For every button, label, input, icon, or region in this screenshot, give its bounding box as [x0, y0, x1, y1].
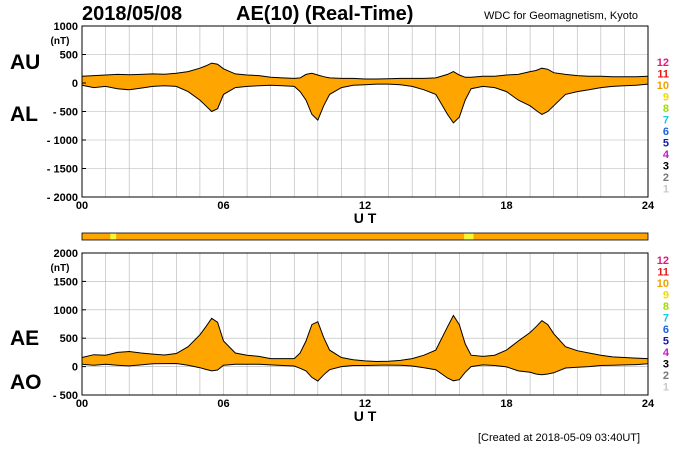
date-title: 2018/05/08	[82, 3, 183, 25]
quality-bar-highlight	[110, 233, 117, 240]
plot-border	[81, 252, 649, 396]
quality-scale-label: 2	[663, 172, 669, 184]
au-label: AU	[10, 51, 41, 74]
y-tick-label: 1000	[54, 21, 78, 33]
y-tick-label: - 2000	[47, 192, 78, 204]
y-tick-label: - 500	[53, 390, 78, 402]
y-tick-label: 2000	[54, 248, 78, 260]
series-line-ao	[81, 362, 649, 382]
y-tick-label: 500	[60, 50, 78, 62]
quality-scale-label: 3	[663, 161, 669, 173]
ae-label: AE	[10, 327, 40, 350]
quality-scale-label: 7	[663, 313, 669, 325]
quality-scale-label: 3	[663, 359, 669, 371]
quality-scale-label: 12	[657, 57, 669, 69]
x-tick-label: 24	[642, 398, 655, 410]
y-tick-label: 1500	[54, 276, 78, 288]
quality-scale-label: 6	[663, 126, 669, 138]
quality-scale-label: 10	[657, 80, 669, 92]
al-label: AL	[10, 103, 38, 126]
series-line-ae	[81, 314, 649, 363]
x-tick-label: 12	[359, 398, 371, 410]
quality-scale-label: 8	[663, 103, 669, 115]
quality-bar-highlight	[464, 233, 474, 240]
chart-title: AE(10) (Real-Time)	[236, 3, 414, 25]
quality-scale-label: 9	[663, 290, 669, 302]
y-tick-label: - 1500	[47, 164, 78, 176]
y-axis-unit: (nT)	[51, 263, 70, 274]
quality-scale-label: 5	[663, 336, 669, 348]
quality-scale-label: 10	[657, 278, 669, 290]
quality-scale-label: 2	[663, 370, 669, 382]
x-tick-label: 00	[76, 200, 88, 212]
x-tick-label: 12	[359, 200, 371, 212]
area-fill	[82, 63, 648, 123]
quality-bar	[81, 232, 649, 241]
ao-label: AO	[10, 371, 42, 394]
y-tick-label: - 500	[53, 107, 78, 119]
y-axis-unit: (nT)	[51, 36, 70, 47]
x-axis-title: U T	[354, 210, 377, 226]
quality-scale-label: 1	[663, 184, 669, 196]
quality-scale-label: 5	[663, 138, 669, 150]
panel-top	[81, 25, 649, 198]
quality-scale-label: 12	[657, 255, 669, 267]
y-tick-label: - 1000	[47, 135, 78, 147]
quality-scale-label: 11	[657, 69, 669, 81]
y-tick-label: 0	[72, 362, 78, 374]
quality-scale-label: 4	[663, 347, 670, 359]
x-tick-label: 18	[500, 200, 512, 212]
y-tick-label: 500	[60, 333, 78, 345]
created-timestamp: [Created at 2018-05-09 03:40UT]	[478, 432, 641, 444]
x-tick-label: 06	[217, 398, 229, 410]
quality-scale-label: 9	[663, 92, 669, 104]
x-tick-label: 24	[642, 200, 655, 212]
x-axis-title: U T	[354, 408, 377, 424]
series-line-al	[81, 83, 649, 124]
series-line-au	[81, 62, 649, 80]
x-tick-label: 18	[500, 398, 512, 410]
y-tick-label: 0	[72, 78, 78, 90]
quality-scale-label: 4	[663, 149, 670, 161]
panel-bottom	[81, 252, 649, 396]
quality-scale-label: 7	[663, 115, 669, 127]
y-tick-label: 1000	[54, 305, 78, 317]
x-tick-label: 06	[217, 200, 229, 212]
source-label: WDC for Geomagnetism, Kyoto	[484, 10, 639, 22]
quality-scale-label: 8	[663, 301, 669, 313]
quality-scale-label: 1	[663, 382, 669, 394]
quality-scale-label: 11	[657, 267, 669, 279]
x-tick-label: 00	[76, 398, 88, 410]
quality-scale-label: 6	[663, 324, 669, 336]
